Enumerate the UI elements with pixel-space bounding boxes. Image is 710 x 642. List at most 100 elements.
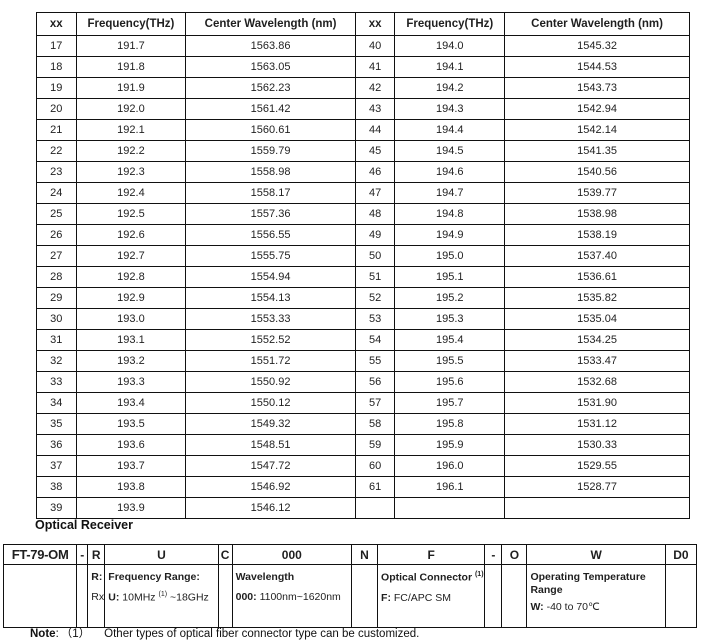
frequency-cell: 191.8 xyxy=(75,56,187,78)
table-row: 18 191.8 1563.05 41 194.1 1544.53 xyxy=(36,56,690,78)
wavelength-cell: 1552.52 xyxy=(185,329,356,351)
table-row: 17 191.7 1563.86 40 194.0 1545.32 xyxy=(36,35,690,57)
channel-number-cell: 19 xyxy=(36,77,77,99)
frequency-cell: 195.2 xyxy=(394,287,506,309)
channel-table-header-row: xx Frequency(THz) Center Wavelength (nm)… xyxy=(36,12,690,36)
header-wavelength-left: Center Wavelength (nm) xyxy=(185,12,356,36)
note-text: Other types of optical fiber connector t… xyxy=(104,628,420,640)
channel-number-cell: 55 xyxy=(354,350,396,372)
channel-number-cell: 46 xyxy=(354,161,396,183)
wavelength-cell: 1558.17 xyxy=(185,182,356,204)
table-row: 34 193.4 1550.12 57 195.7 1531.90 xyxy=(36,392,690,414)
wavelength-cell: 1542.94 xyxy=(504,98,690,120)
operating-temperature-title-line2: Range xyxy=(530,584,563,597)
frequency-cell: 194.5 xyxy=(394,140,506,162)
frequency-cell: 194.6 xyxy=(394,161,506,183)
frequency-cell: 192.9 xyxy=(75,287,187,309)
note-line: Note: （1） Other types of optical fiber con… xyxy=(30,628,420,640)
receiver-code-value: Rx xyxy=(91,591,105,604)
frequency-cell: 192.5 xyxy=(75,203,187,225)
table-row: 23 192.3 1558.98 46 194.6 1540.56 xyxy=(36,161,690,183)
table-row: 20 192.0 1561.42 43 194.3 1542.94 xyxy=(36,98,690,120)
header-frequency-left: Frequency(THz) xyxy=(75,12,187,36)
wavelength-cell: 1558.98 xyxy=(185,161,356,183)
channel-number-cell: 60 xyxy=(354,455,396,477)
channel-number-cell: 33 xyxy=(36,371,77,393)
wavelength-cell: 1563.86 xyxy=(185,35,356,57)
wavelength-cell: 1542.14 xyxy=(504,119,690,141)
ordering-c-code: C xyxy=(217,544,233,565)
channel-number-cell xyxy=(354,497,396,519)
frequency-cell: 194.2 xyxy=(394,77,506,99)
table-row: 25 192.5 1557.36 48 194.8 1538.98 xyxy=(36,203,690,225)
wavelength-cell: 1529.55 xyxy=(504,455,690,477)
channel-number-cell: 24 xyxy=(36,182,77,204)
wavelength-cell: 1546.12 xyxy=(185,497,356,519)
frequency-cell xyxy=(394,497,506,519)
wavelength-cell: 1546.92 xyxy=(185,476,356,498)
note-label: Note xyxy=(30,628,56,640)
ordering-n-code: N xyxy=(350,544,379,565)
table-row: 29 192.9 1554.13 52 195.2 1535.82 xyxy=(36,287,690,309)
frequency-cell: 193.7 xyxy=(75,455,187,477)
table-row: 30 193.0 1553.33 53 195.3 1535.04 xyxy=(36,308,690,330)
channel-number-cell: 61 xyxy=(354,476,396,498)
frequency-cell: 194.4 xyxy=(394,119,506,141)
wavelength-cell: 1538.19 xyxy=(504,224,690,246)
frequency-cell: 193.0 xyxy=(75,308,187,330)
header-xx-left: xx xyxy=(36,12,77,36)
ordering-w-code: W xyxy=(526,544,666,565)
frequency-cell: 193.8 xyxy=(75,476,187,498)
channel-number-cell: 36 xyxy=(36,434,77,456)
wavelength-cell: 1548.51 xyxy=(185,434,356,456)
wavelength-cell: 1528.77 xyxy=(504,476,690,498)
channel-number-cell: 50 xyxy=(354,245,396,267)
frequency-cell: 193.6 xyxy=(75,434,187,456)
frequency-cell: 193.9 xyxy=(75,497,187,519)
ordering-000-desc-cell: Wavelength 000: 1100nm~1620nm xyxy=(231,564,352,628)
channel-number-cell: 54 xyxy=(354,329,396,351)
wavelength-title: Wavelength xyxy=(235,571,295,583)
frequency-cell: 195.0 xyxy=(394,245,506,267)
channel-number-cell: 39 xyxy=(36,497,77,519)
table-row: 32 193.2 1551.72 55 195.5 1533.47 xyxy=(36,350,690,372)
wavelength-cell: 1556.55 xyxy=(185,224,356,246)
channel-number-cell: 57 xyxy=(354,392,396,414)
frequency-cell: 193.2 xyxy=(75,350,187,372)
channel-number-cell: 45 xyxy=(354,140,396,162)
footnote-ref-superscript: (1) xyxy=(158,591,168,599)
channel-number-cell: 51 xyxy=(354,266,396,288)
channel-number-cell: 35 xyxy=(36,413,77,435)
channel-number-cell: 49 xyxy=(354,224,396,246)
table-row: 33 193.3 1550.92 56 195.6 1532.68 xyxy=(36,371,690,393)
ordering-o-desc-cell xyxy=(501,564,528,628)
wavelength-cell: 1555.75 xyxy=(185,245,356,267)
table-row: 26 192.6 1556.55 49 194.9 1538.19 xyxy=(36,224,690,246)
frequency-cell: 196.1 xyxy=(394,476,506,498)
footnote-ref-superscript: (1) xyxy=(474,571,484,578)
channel-number-cell: 53 xyxy=(354,308,396,330)
frequency-cell: 194.8 xyxy=(394,203,506,225)
wavelength-cell: 1531.90 xyxy=(504,392,690,414)
frequency-cell: 194.3 xyxy=(394,98,506,120)
wavelength-cell: 1554.13 xyxy=(185,287,356,309)
frequency-cell: 195.1 xyxy=(394,266,506,288)
channel-number-cell: 20 xyxy=(36,98,77,120)
channel-number-cell: 17 xyxy=(36,35,77,57)
wavelength-cell: 1562.23 xyxy=(185,77,356,99)
wavelength-cell: 1550.12 xyxy=(185,392,356,414)
channel-number-cell: 28 xyxy=(36,266,77,288)
wavelength-cell: 1549.32 xyxy=(185,413,356,435)
ordering-o-code: O xyxy=(501,544,528,565)
table-row: 22 192.2 1559.79 45 194.5 1541.35 xyxy=(36,140,690,162)
ordering-dash1-desc-cell xyxy=(76,564,89,628)
ordering-d0-code: D0 xyxy=(664,544,698,565)
ordering-table: FT-79-OM - R U C 000 N F - O W D0 R: Rx xyxy=(2,544,698,628)
channel-number-cell: 32 xyxy=(36,350,77,372)
frequency-cell: 196.0 xyxy=(394,455,506,477)
wavelength-cell: 1561.42 xyxy=(185,98,356,120)
channel-table-body: 17 191.7 1563.86 40 194.0 1545.32 18 191.8 1563.… xyxy=(36,35,690,519)
table-row: 38 193.8 1546.92 61 196.1 1528.77 xyxy=(36,476,690,498)
note-footnote-ref: （1） xyxy=(60,628,91,640)
